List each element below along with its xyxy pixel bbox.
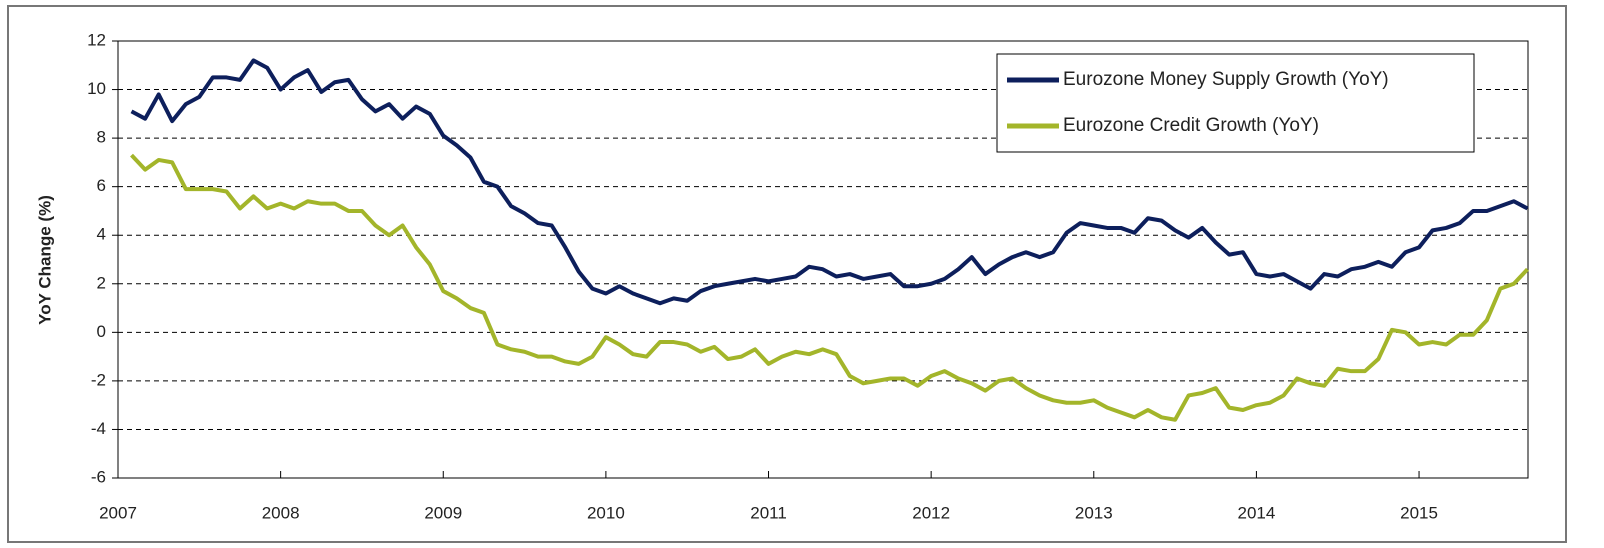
y-tick-label: 0 <box>97 322 106 341</box>
y-tick-label: 4 <box>97 225 106 244</box>
y-tick-label: 6 <box>97 176 106 195</box>
x-tick-label: 2011 <box>750 503 787 522</box>
legend-label: Eurozone Money Supply Growth (YoY) <box>1063 69 1389 90</box>
x-tick-label: 2009 <box>424 503 462 522</box>
y-tick-label: -6 <box>91 467 106 486</box>
legend-box <box>996 53 1475 153</box>
series-line <box>130 58 1529 306</box>
x-tick-label: 2013 <box>1075 503 1113 522</box>
y-tick-label: -2 <box>91 370 106 389</box>
x-tick-label: 2010 <box>587 503 625 522</box>
chart-border <box>7 5 1567 543</box>
y-tick-label: 8 <box>97 128 106 147</box>
y-tick-label: -4 <box>91 419 106 438</box>
x-tick-label: 2007 <box>99 503 137 522</box>
x-tick-label: 2012 <box>912 503 950 522</box>
legend-label: Eurozone Credit Growth (YoY) <box>1063 115 1319 136</box>
y-tick-label: 12 <box>87 30 106 49</box>
x-tick-label: 2008 <box>262 503 300 522</box>
y-tick-label: 10 <box>87 79 106 98</box>
x-tick-label: 2014 <box>1237 503 1275 522</box>
y-axis-label: YoY Change (%) <box>35 195 54 325</box>
x-tick-label: 2015 <box>1400 503 1438 522</box>
plot-frame <box>117 40 1529 479</box>
y-tick-label: 2 <box>97 273 106 292</box>
series-line <box>130 153 1529 422</box>
